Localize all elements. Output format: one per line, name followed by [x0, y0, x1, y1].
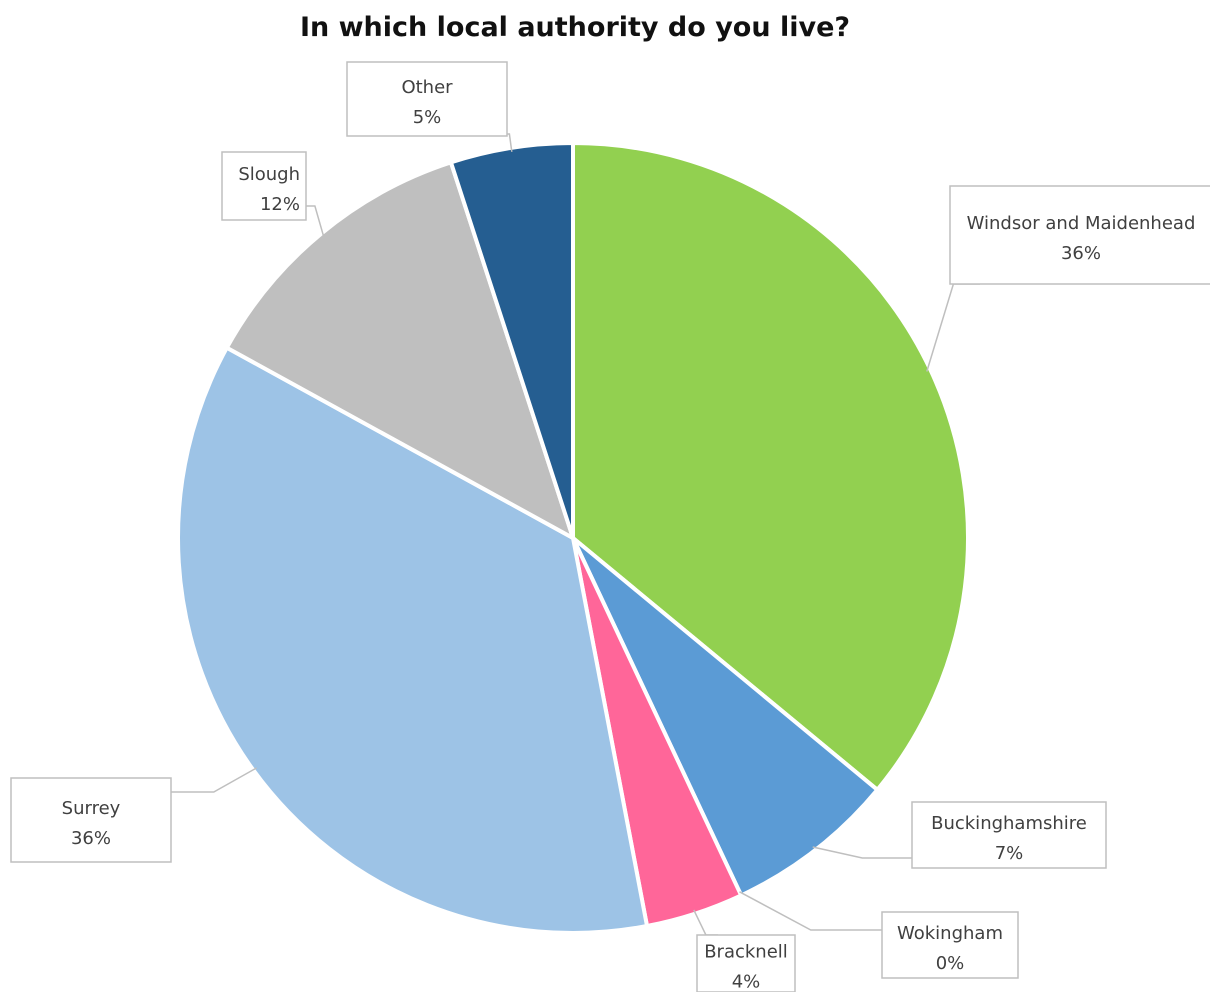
data-label-value-wokingham: 0%	[936, 953, 965, 974]
pie-slice-windsor-and-maidenhead	[571, 141, 970, 792]
leader-line-other	[507, 133, 513, 152]
data-label-name-wokingham: Wokingham	[897, 923, 1003, 944]
data-label-value-buckinghamshire: 7%	[995, 843, 1024, 864]
leader-line-surrey	[171, 767, 257, 793]
data-label-name-slough: Slough	[238, 164, 300, 185]
data-label-name-other: Other	[401, 77, 453, 98]
data-label-value-other: 5%	[413, 107, 442, 128]
callout-box-slough	[221, 151, 307, 221]
chart-title: In which local authority do you live?	[299, 12, 851, 43]
callout-box-wokingham	[881, 911, 1019, 979]
callout-box-buckinghamshire	[911, 801, 1107, 869]
data-label-name-surrey: Surrey	[62, 798, 121, 819]
data-label-value-windsor-and-maidenhead: 36%	[1061, 243, 1101, 264]
callout-box-other	[346, 61, 508, 137]
pie-slices	[176, 141, 970, 935]
data-label-value-slough: 12%	[260, 194, 300, 215]
data-label-value-bracknell: 4%	[732, 972, 761, 992]
data-label-name-windsor-and-maidenhead: Windsor and Maidenhead	[967, 213, 1196, 234]
leader-line-slough	[306, 205, 325, 237]
leader-line-wokingham	[739, 891, 882, 931]
pie-callouts: Windsor and Maidenhead 36% Buckinghamshire…	[10, 61, 1210, 992]
pie-slice-slough	[224, 160, 575, 540]
callout-box-surrey	[10, 777, 172, 863]
callout-box-bracknell	[696, 934, 796, 992]
pie-slice-buckinghamshire	[571, 536, 880, 898]
leader-line-buckinghamshire	[812, 846, 912, 859]
callout-box-windsor-and-maidenhead	[949, 185, 1210, 285]
data-label-name-buckinghamshire: Buckinghamshire	[931, 813, 1087, 834]
leader-line-windsor-and-maidenhead	[926, 283, 980, 372]
data-label-value-surrey: 36%	[71, 828, 111, 849]
data-label-name-bracknell: Bracknell	[704, 942, 788, 963]
